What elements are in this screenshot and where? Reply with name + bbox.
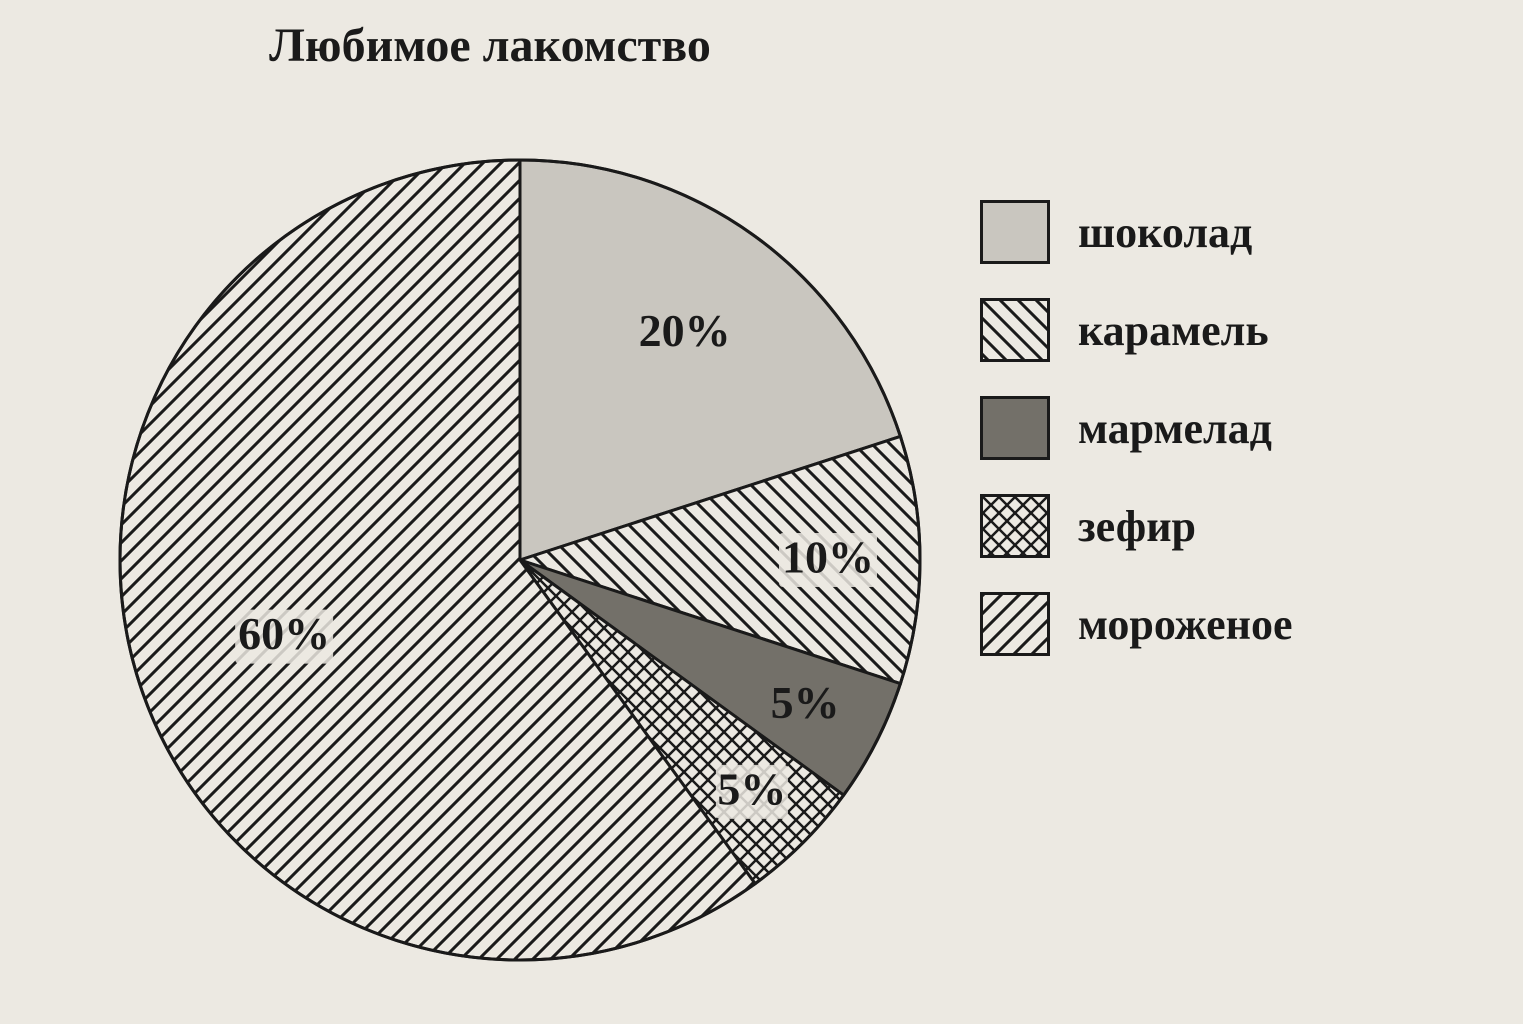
legend-swatch-zefir — [980, 494, 1050, 558]
legend-item-caramel: карамель — [980, 298, 1293, 362]
legend-label: карамель — [1078, 305, 1269, 356]
legend-item-zefir: зефир — [980, 494, 1293, 558]
legend-item-icecream: мороженое — [980, 592, 1293, 656]
legend-label: мармелад — [1078, 403, 1272, 454]
slice-label-zefir: 5% — [717, 763, 786, 814]
legend-swatch-marmalade — [980, 396, 1050, 460]
chart-title: Любимое лакомство — [0, 18, 980, 73]
legend-swatch-chocolate — [980, 200, 1050, 264]
slice-label-icecream: 60% — [238, 608, 330, 659]
legend-swatch-icecream — [980, 592, 1050, 656]
legend: шоколад карамель мармелад зефир мороженое — [980, 200, 1293, 690]
chart-container: Любимое лакомство 20% 10% 5% — [0, 0, 1523, 1024]
legend-swatch-caramel — [980, 298, 1050, 362]
slice-label-chocolate: 20% — [639, 305, 731, 356]
slice-label-caramel: 10% — [782, 532, 874, 583]
pie-chart: 20% 10% 5% 5% 60% — [60, 100, 980, 1020]
legend-item-chocolate: шоколад — [980, 200, 1293, 264]
legend-item-marmalade: мармелад — [980, 396, 1293, 460]
slice-label-marmalade: 5% — [771, 677, 840, 728]
legend-label: зефир — [1078, 501, 1196, 552]
legend-label: мороженое — [1078, 599, 1293, 650]
legend-label: шоколад — [1078, 207, 1252, 258]
